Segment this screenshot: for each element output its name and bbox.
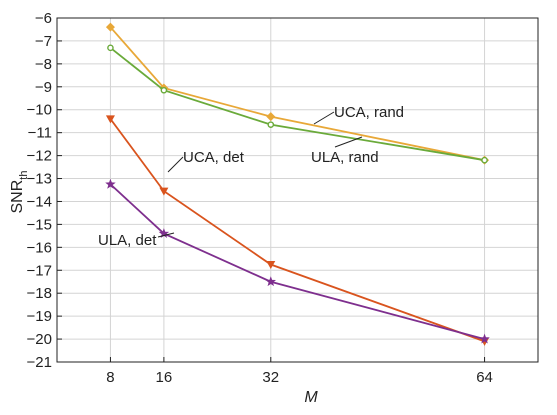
x-axis-label: M (304, 389, 318, 406)
data-point-marker (160, 86, 168, 94)
data-point-marker (105, 178, 116, 189)
y-tick-label: −13 (27, 171, 52, 188)
y-axis-label-sub: th (18, 171, 30, 180)
data-point-marker (105, 115, 115, 124)
series-ula-det (105, 178, 490, 344)
data-point-marker (266, 112, 276, 122)
y-tick-label: −11 (28, 125, 52, 142)
y-tick-label: −7 (35, 33, 52, 50)
data-point-marker (159, 187, 169, 196)
x-tick-label: 8 (106, 369, 114, 386)
plot-frame (56, 17, 539, 363)
series-ula-rand (107, 44, 488, 164)
grid (57, 17, 538, 363)
leader-line (157, 232, 175, 238)
series-line (109, 183, 485, 340)
y-tick-label: −6 (35, 10, 52, 27)
y-axis-label: SNRth (9, 171, 30, 214)
y-tick-label: −21 (27, 354, 52, 371)
x-tick-label: 32 (262, 369, 279, 386)
data-point-marker (479, 333, 490, 344)
data-point-marker (265, 276, 277, 287)
data-point-marker (480, 337, 490, 346)
annotation-labels: UCA, rand ULA, rand UCA, det ULA, det (98, 104, 404, 249)
y-axis-label-main: SNR (9, 180, 26, 214)
y-tick-label: −18 (27, 285, 52, 302)
x-tick-label: 16 (156, 369, 173, 386)
y-tick-label: −19 (27, 308, 52, 325)
y-tick-label: −16 (27, 239, 52, 256)
y-tick-label: −20 (27, 331, 52, 348)
leader-line (334, 136, 363, 148)
leader-line (313, 111, 335, 125)
series-label: ULA, det (98, 232, 157, 249)
series-line (109, 118, 485, 343)
series-group (105, 22, 490, 346)
series-label: UCA, det (183, 149, 245, 166)
y-tick-label: −15 (27, 216, 52, 233)
series-uca-det (105, 115, 490, 346)
data-point-marker (481, 156, 488, 164)
y-tick-label: −14 (27, 193, 52, 210)
x-tick-label: 64 (476, 369, 493, 386)
series-label: UCA, rand (334, 104, 404, 121)
data-point-marker (267, 121, 275, 128)
series-label: ULA, rand (311, 149, 379, 166)
series-line (109, 26, 485, 162)
series-line (109, 47, 485, 162)
leader-line (167, 156, 184, 173)
y-axis-ticks: −6 −7 −8 −9 −10 −11 −12 −13 −14 −15 −16 −17 −18 −19 −2… (27, 10, 62, 371)
y-tick-label: −17 (27, 262, 52, 279)
x-axis-ticks: 8 16 32 64 (106, 357, 493, 386)
y-tick-label: −9 (35, 79, 52, 96)
y-tick-label: −12 (27, 148, 52, 165)
data-point-marker (105, 22, 115, 32)
data-point-marker (158, 228, 170, 239)
y-tick-label: −8 (35, 56, 52, 73)
data-point-marker (107, 44, 114, 52)
data-point-marker (266, 261, 276, 270)
y-tick-label: −10 (27, 102, 52, 119)
